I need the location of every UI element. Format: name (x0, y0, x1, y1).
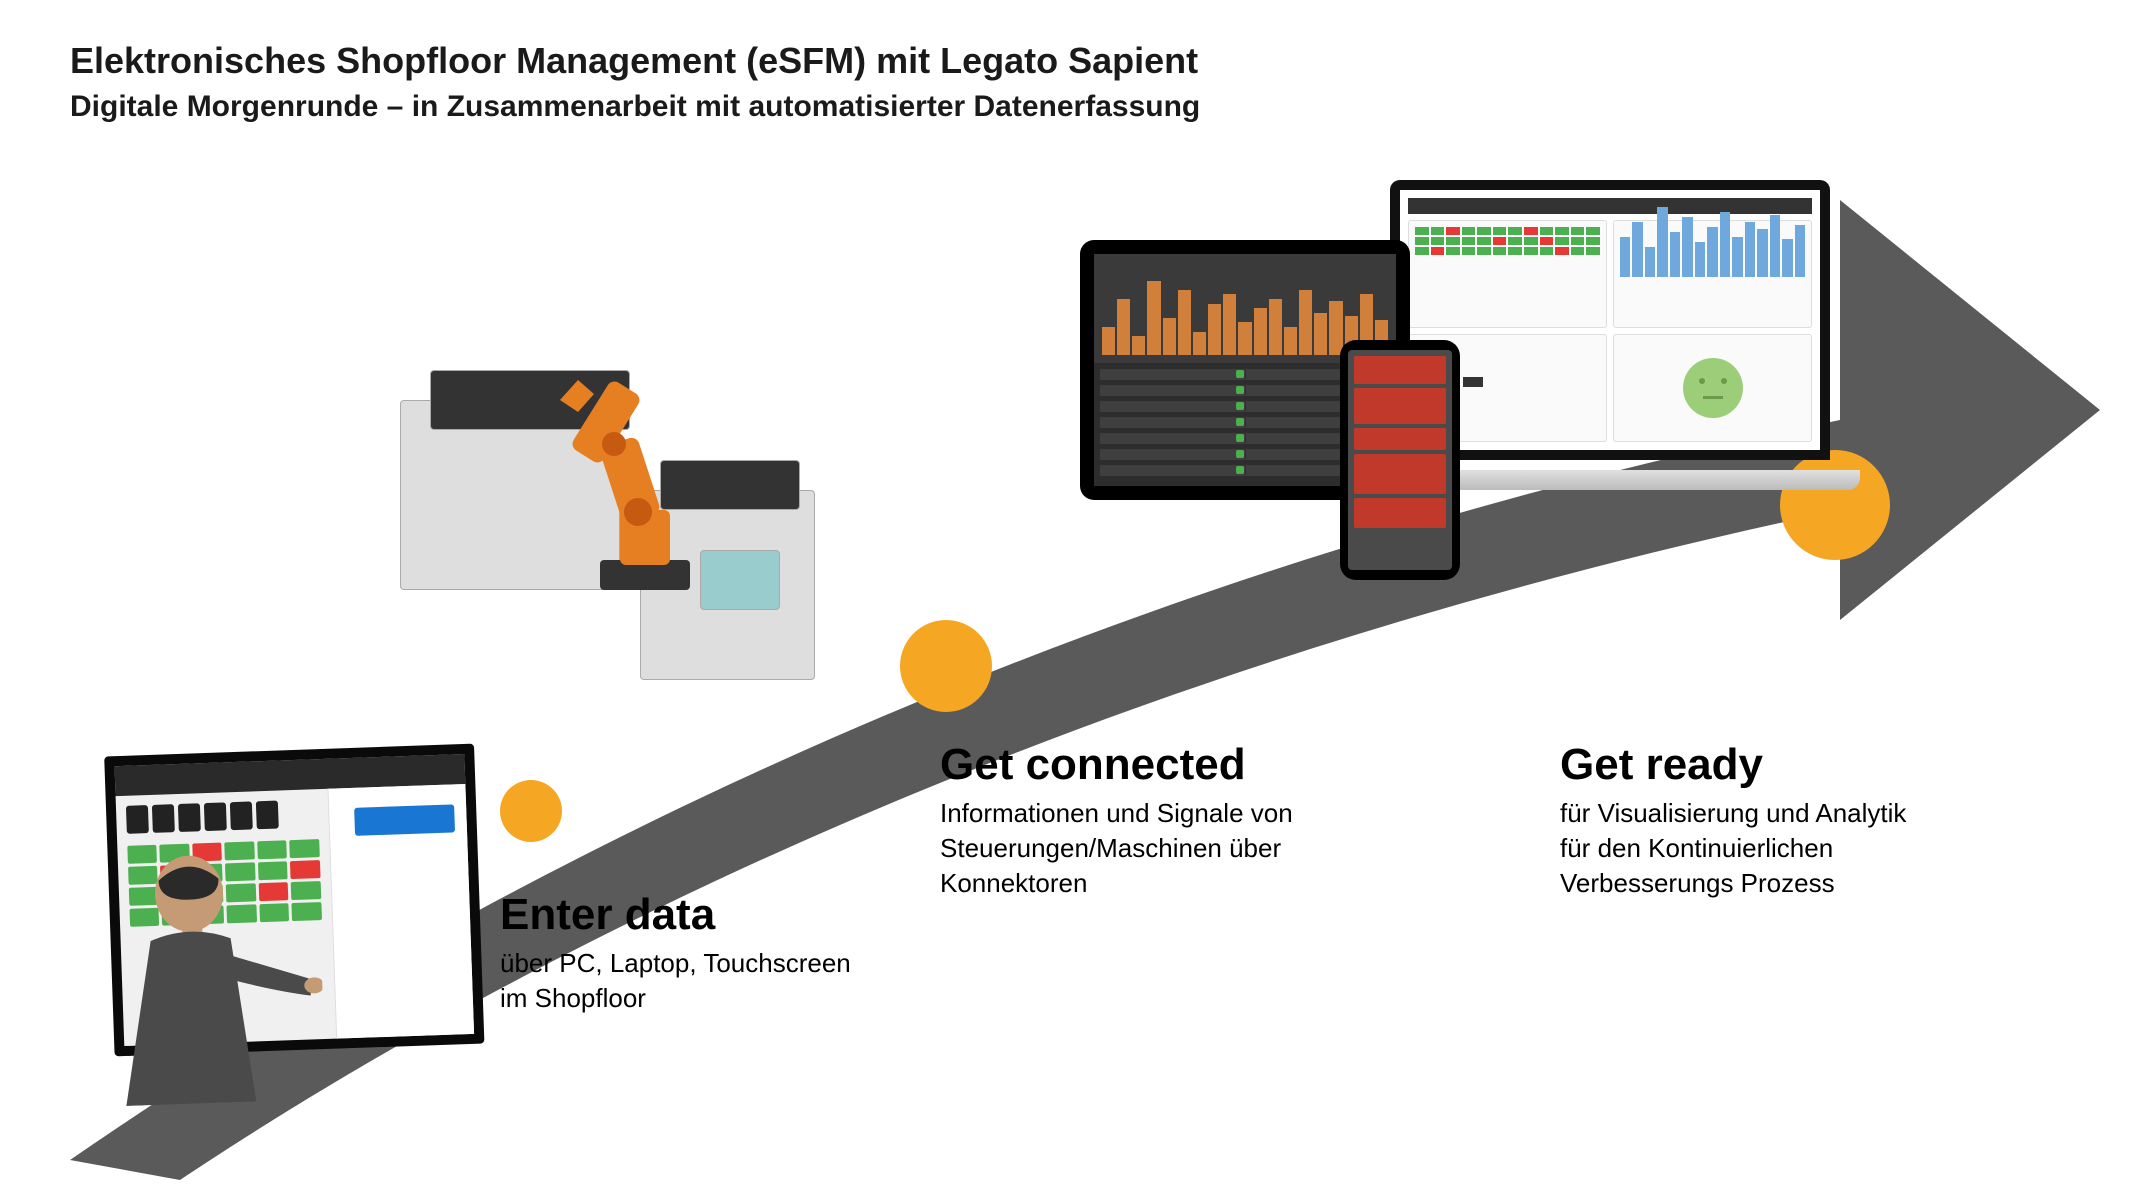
step-title: Enter data (500, 890, 851, 940)
touchscreen-illustration (104, 744, 486, 1097)
page-title: Elektronisches Shopfloor Management (eSF… (70, 40, 1198, 82)
step-title: Get connected (940, 740, 1293, 790)
step-desc: über PC, Laptop, Touchscreenim Shopfloor (500, 946, 851, 1016)
robot-arm-icon (550, 370, 730, 600)
step-title: Get ready (1560, 740, 1906, 790)
person-icon (97, 839, 326, 1107)
flow-dot (900, 620, 992, 712)
step: Get ready für Visualisierung und Analytik… (1560, 740, 1906, 901)
step: Get connected Informationen und Signale v… (940, 740, 1293, 901)
step-desc: Informationen und Signale vonSteuerungen… (940, 796, 1293, 901)
devices-illustration (1080, 180, 1860, 600)
step: Enter data über PC, Laptop, Touchscreenim… (500, 890, 851, 1016)
machines-illustration (400, 340, 820, 680)
page-subtitle: Digitale Morgenrunde – in Zusammenarbeit… (70, 90, 1200, 124)
phone-icon (1340, 340, 1460, 580)
flow-dot (500, 780, 562, 842)
step-desc: für Visualisierung und Analytikfür den K… (1560, 796, 1906, 901)
